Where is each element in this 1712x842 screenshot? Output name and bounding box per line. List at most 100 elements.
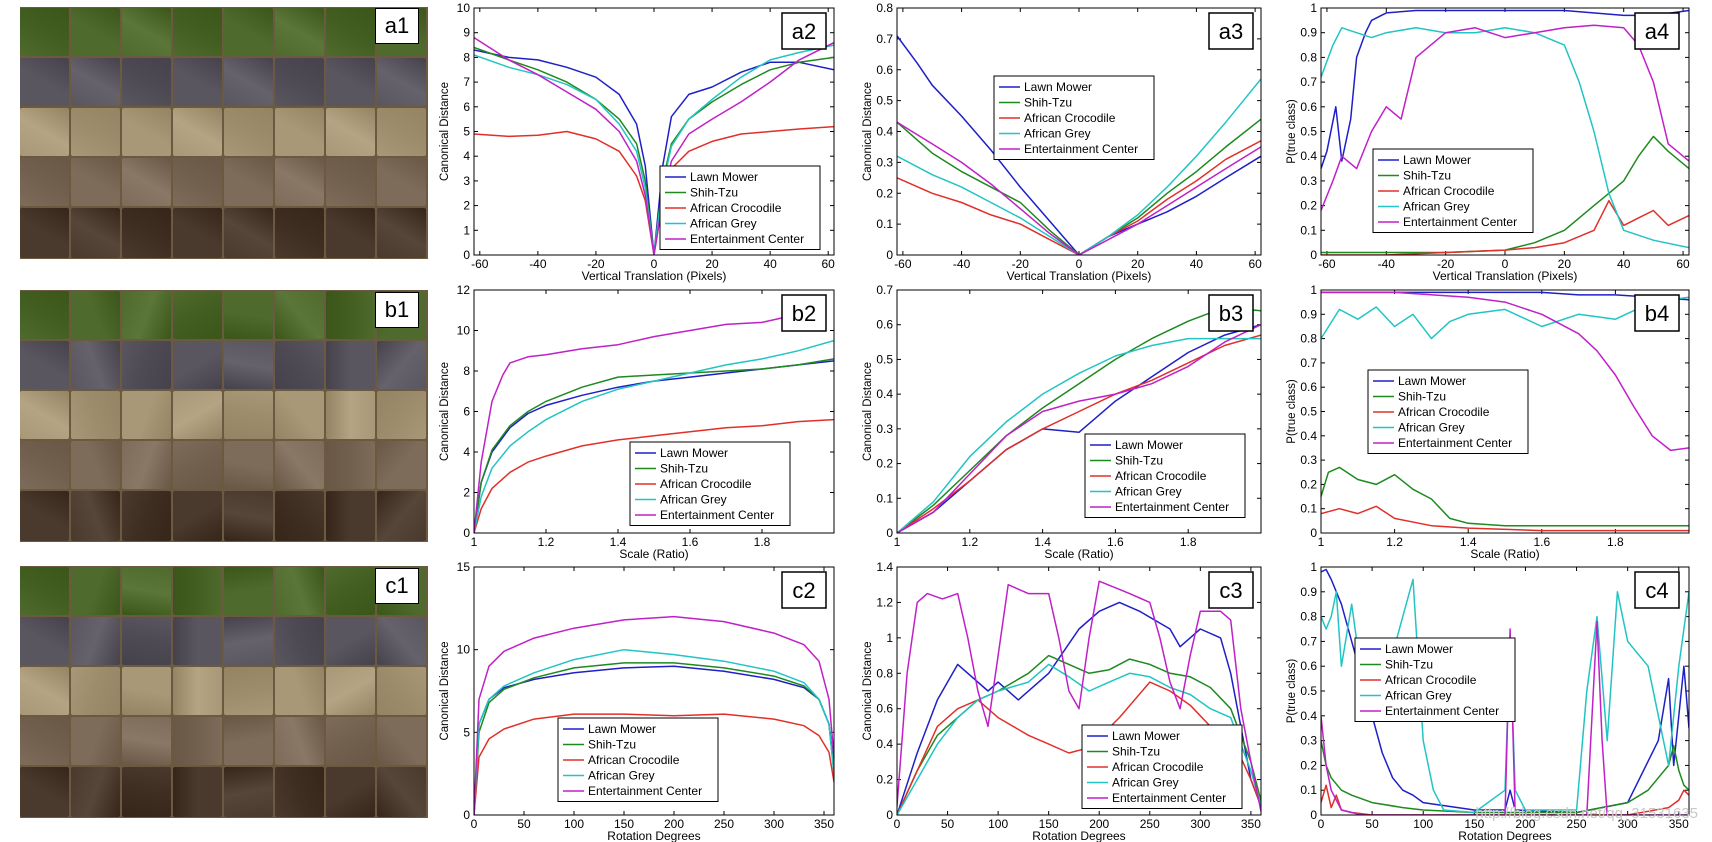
legend-label: Shih-Tzu <box>690 186 738 200</box>
series-line-lawn-mower <box>1321 9 1689 169</box>
series-line-african-grey <box>897 78 1261 255</box>
photo-tile <box>326 58 375 106</box>
axes-frame <box>473 289 835 534</box>
panel-label-box <box>781 12 827 50</box>
series-line-african-crocodile <box>474 418 834 533</box>
y-tick-label: 0.5 <box>876 352 893 366</box>
y-axis-label: Canonical Distance <box>862 82 874 181</box>
y-tick-label: 1 <box>886 631 893 645</box>
photo-tile <box>326 567 375 615</box>
x-tick-label: 1.4 <box>1460 535 1477 549</box>
photo-tile <box>122 441 171 489</box>
y-tick-label: 0 <box>886 248 893 262</box>
photo-tile <box>224 58 273 106</box>
photo-tile <box>71 8 120 56</box>
photo-tile <box>122 108 171 156</box>
axes-frame <box>473 7 835 256</box>
photo-tile <box>122 717 171 765</box>
photo-tile <box>71 391 120 439</box>
y-axis-label: Canonical Distance <box>439 362 451 461</box>
panel-label-b3: b3 <box>1219 301 1243 326</box>
photo-strip-a1 <box>20 7 428 259</box>
watermark-text: http://blog.csdn.net/qq_31531635 <box>1475 805 1698 822</box>
photo-tile <box>326 767 375 817</box>
legend-box <box>1354 637 1516 722</box>
y-axis-label: Canonical Distance <box>862 362 874 461</box>
photo-tile <box>275 108 324 156</box>
photo-tile <box>71 567 120 615</box>
x-tick-label: 0 <box>1076 257 1083 271</box>
x-tick-label: 300 <box>764 817 784 831</box>
legend-label: Shih-Tzu <box>588 738 636 752</box>
x-axis-label: Scale (Ratio) <box>1470 547 1539 561</box>
legend-label: Shih-Tzu <box>1024 96 1072 110</box>
y-tick-label: 0.9 <box>1300 26 1317 40</box>
y-tick-label: 0.2 <box>876 186 893 200</box>
legend-label: Entertainment Center <box>1398 436 1512 450</box>
x-axis-label: Vertical Translation (Pixels) <box>582 269 727 283</box>
photo-tile <box>275 567 324 615</box>
photo-tile <box>326 617 375 665</box>
y-tick-label: 5 <box>463 125 470 139</box>
legend-label: Lawn Mower <box>660 446 728 460</box>
series-line-entertainment-center <box>1321 291 1689 452</box>
panel-label-box <box>781 571 827 609</box>
chart-a2: -60 -40 -20 0 20 40 60 0 1 2 3 4 5 6 7 8 9 10 Vertical Tra… <box>439 1 835 283</box>
series-line-african-grey <box>474 44 834 255</box>
legend-label: Entertainment Center <box>1403 215 1517 229</box>
photo-tile <box>377 341 426 389</box>
series-line-shih-tzu <box>1321 740 1689 814</box>
y-tick-label: 0.6 <box>876 63 893 77</box>
x-axis-label: Vertical Translation (Pixels) <box>1433 269 1578 283</box>
y-tick-label: 1 <box>1310 283 1317 297</box>
legend-label: African Crocodile <box>1115 469 1207 483</box>
x-tick-label: 1.6 <box>1533 535 1550 549</box>
x-tick-label: 1.8 <box>754 535 771 549</box>
photo-tile <box>377 108 426 156</box>
legend-label: Shih-Tzu <box>1398 390 1446 404</box>
photo-tile <box>275 341 324 389</box>
y-tick-label: 0.3 <box>1300 453 1317 467</box>
y-tick-label: 0.2 <box>876 457 893 471</box>
photo-tile <box>173 617 222 665</box>
legend-label: Entertainment Center <box>1385 704 1499 718</box>
photo-tile <box>122 617 171 665</box>
series-line-african-grey <box>1321 27 1689 249</box>
series-line-lawn-mower <box>897 323 1261 533</box>
x-tick-label: 0 <box>1502 257 1509 271</box>
x-axis-label: Rotation Degrees <box>607 829 700 842</box>
legend-box <box>629 441 791 526</box>
legend-label: African Grey <box>588 769 655 783</box>
legend-label: African Crocodile <box>690 201 782 215</box>
y-tick-label: 8 <box>463 364 470 378</box>
series-line-african-crocodile <box>1321 505 1689 532</box>
y-tick-label: 0.6 <box>1300 100 1317 114</box>
panel-label-a2: a2 <box>792 19 816 44</box>
y-tick-label: 0.7 <box>876 32 893 46</box>
y-tick-label: 0.4 <box>876 737 893 751</box>
series-line-african-grey <box>474 339 834 533</box>
photo-strip-c1 <box>20 566 428 818</box>
photo-tile <box>122 58 171 106</box>
y-tick-label: 4 <box>463 149 470 163</box>
x-tick-label: 250 <box>714 817 734 831</box>
series-line-african-crocodile <box>897 140 1261 255</box>
axes-frame <box>473 566 835 816</box>
photo-tile <box>224 108 273 156</box>
x-tick-label: 1 <box>894 535 901 549</box>
photo-tile <box>326 208 375 258</box>
chart-a3: -60 -40 -20 0 20 40 60 0 0.1 0.2 0.3 0.4 0.5 0.6 0.7 0.… <box>862 1 1262 283</box>
x-tick-label: 1.2 <box>961 535 978 549</box>
series-line-entertainment-center <box>897 324 1261 533</box>
series-line-lawn-mower <box>1321 568 1689 814</box>
y-tick-label: 0 <box>1310 526 1317 540</box>
x-tick-label: -60 <box>471 257 489 271</box>
legend-label: Lawn Mower <box>588 722 656 736</box>
y-tick-label: 0.8 <box>1300 332 1317 346</box>
y-tick-label: 0.1 <box>876 491 893 505</box>
photo-tile <box>377 208 426 258</box>
photo-tile <box>224 341 273 389</box>
x-tick-label: 1.4 <box>1034 535 1051 549</box>
y-tick-label: 0.5 <box>876 94 893 108</box>
